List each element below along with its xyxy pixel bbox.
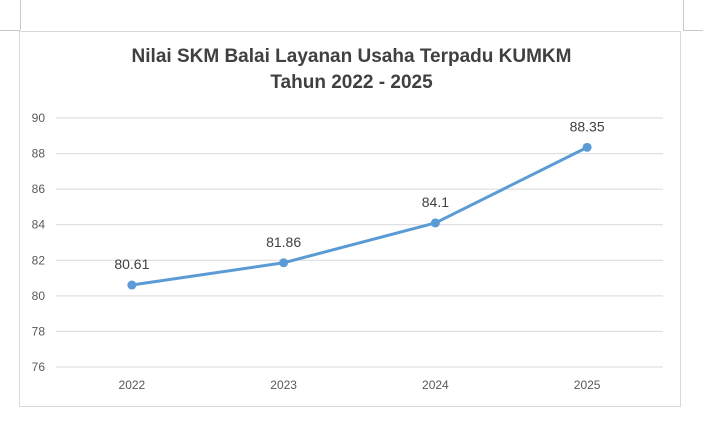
y-tick-label: 86 — [32, 182, 46, 196]
data-points — [127, 142, 592, 290]
page-margin-guide-left — [0, 30, 20, 31]
chart-title-block: Nilai SKM Balai Layanan Usaha Terpadu KU… — [0, 44, 703, 96]
y-tick-label: 84 — [32, 218, 46, 232]
y-tick-label: 88 — [32, 147, 46, 161]
data-labels: 80.61 81.86 84.1 88.35 — [114, 118, 604, 272]
chart-title: Nilai SKM Balai Layanan Usaha Terpadu KU… — [131, 46, 572, 67]
y-tick-label: 80 — [32, 289, 46, 303]
y-tick-label: 90 — [32, 111, 46, 125]
data-label: 80.61 — [114, 256, 149, 272]
chart-subtitle: Tahun 2022 - 2025 — [270, 72, 433, 93]
x-tick-label: 2025 — [574, 378, 601, 392]
data-point[interactable] — [127, 280, 137, 290]
x-tick-label: 2023 — [270, 378, 297, 392]
data-label: 81.86 — [266, 234, 301, 250]
gridlines — [56, 117, 663, 368]
y-tick-label: 82 — [32, 253, 46, 267]
series-polyline — [130, 145, 589, 287]
page-margin-guide-right-vertical — [683, 0, 684, 30]
x-tick-label: 2024 — [422, 378, 449, 392]
series-line — [130, 145, 589, 287]
page-margin-guide-right — [683, 30, 703, 31]
data-label: 88.35 — [570, 118, 605, 134]
data-point[interactable] — [279, 258, 289, 268]
x-tick-label: 2022 — [119, 378, 146, 392]
chart-frame[interactable] — [19, 31, 681, 407]
data-point[interactable] — [582, 142, 592, 152]
y-axis-ticks: 76 78 80 82 84 86 88 90 — [32, 111, 46, 374]
data-point[interactable] — [430, 218, 440, 228]
page-margin-guide-left-vertical — [20, 0, 21, 30]
y-tick-label: 76 — [32, 360, 46, 374]
data-label: 84.1 — [422, 194, 449, 210]
x-axis-ticks: 2022 2023 2024 2025 — [119, 378, 601, 392]
y-tick-label: 78 — [32, 324, 46, 338]
